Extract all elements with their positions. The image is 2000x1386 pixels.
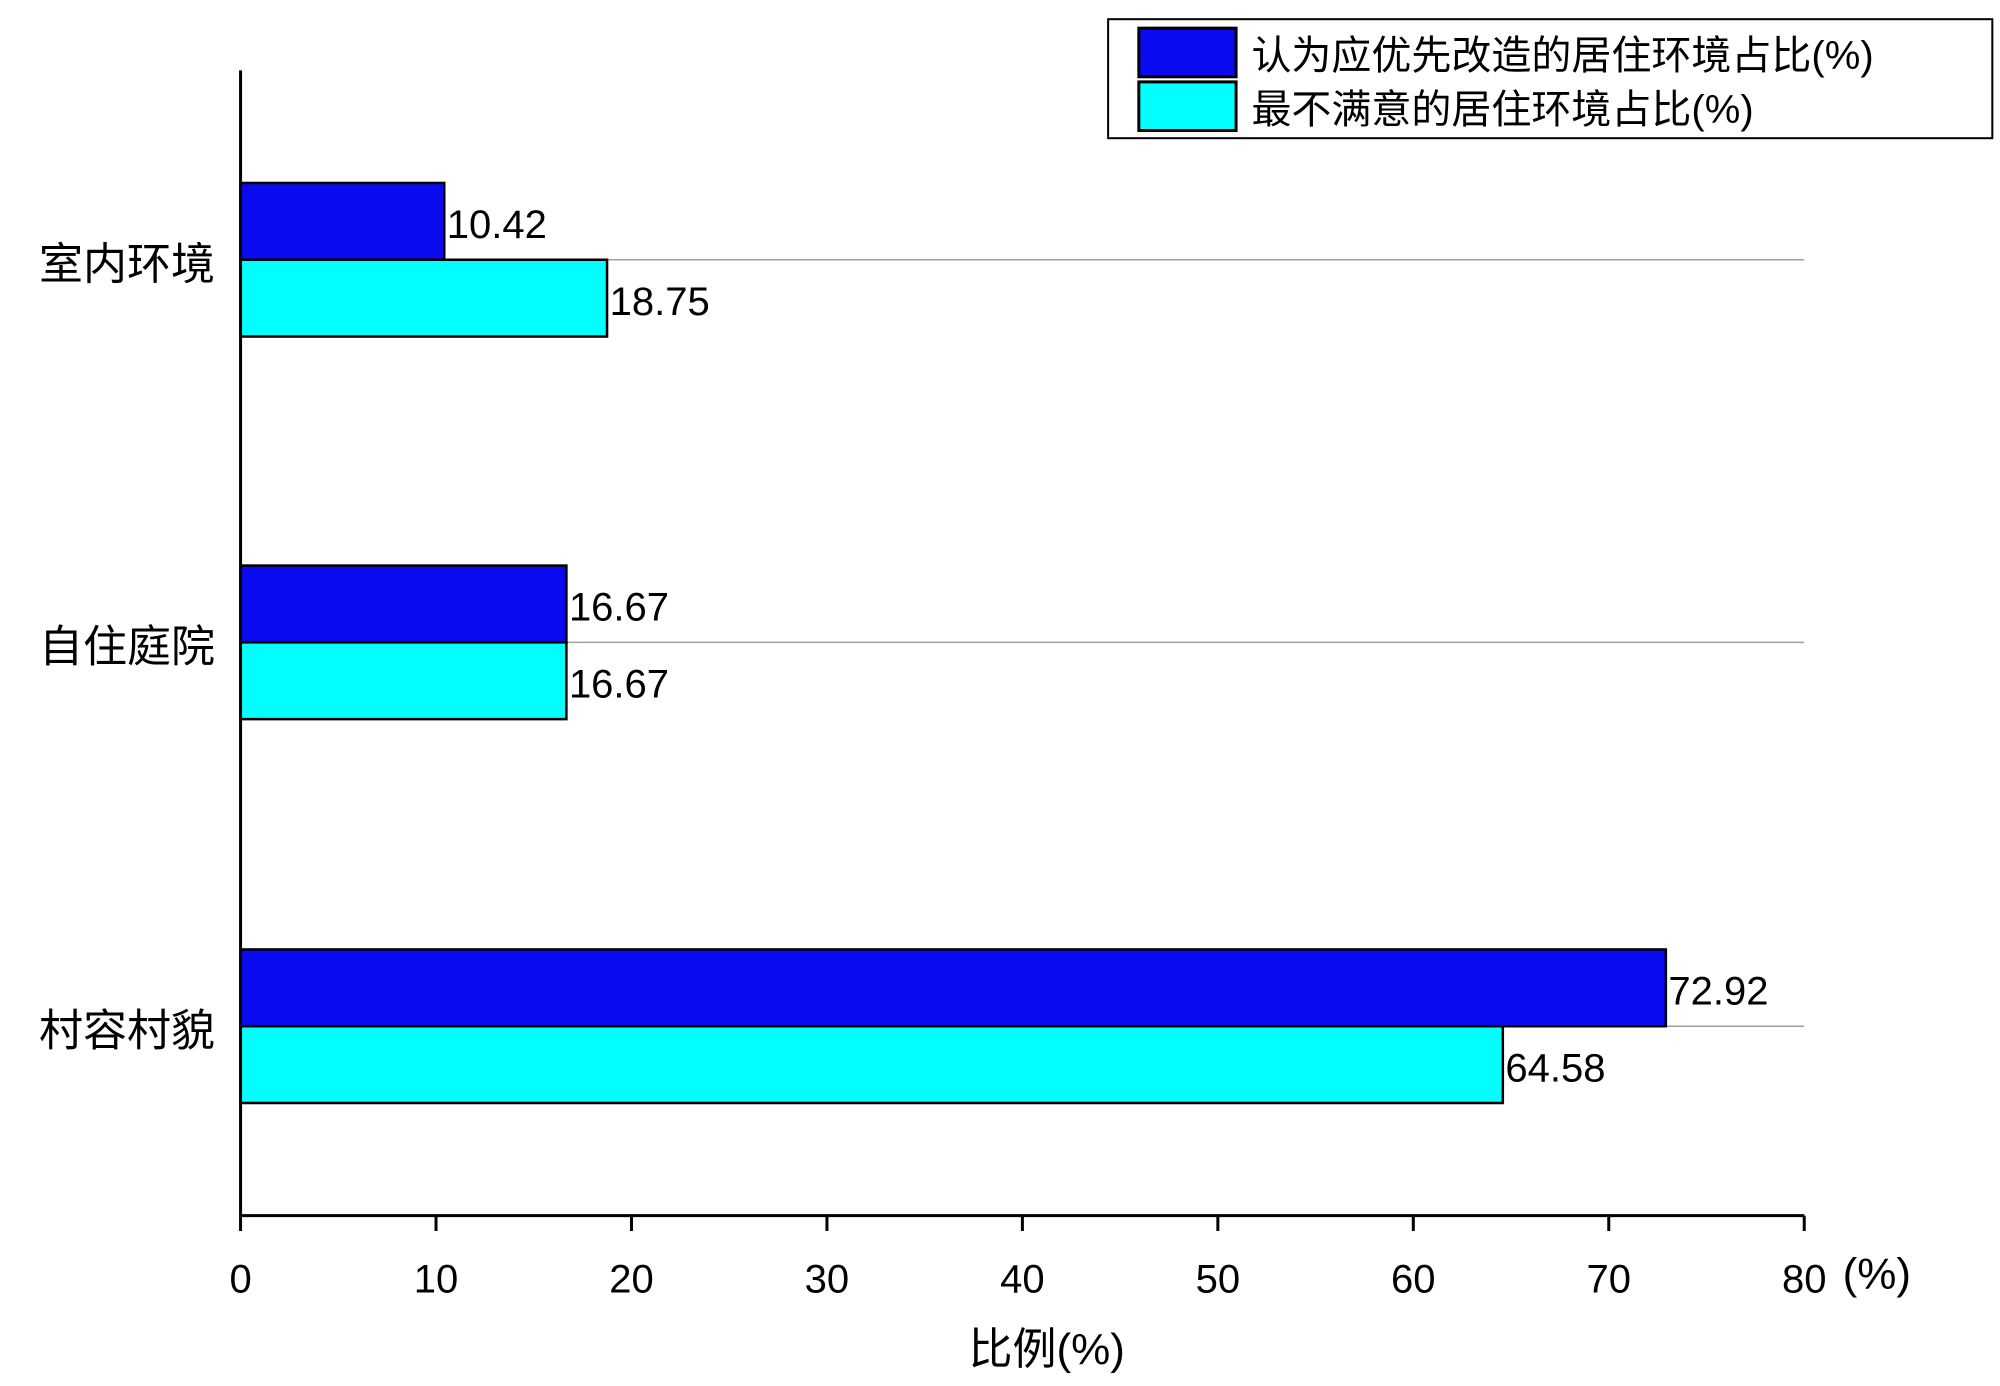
x-tick-label-7: 70: [1587, 1257, 1632, 1301]
x-axis-ticks: 0 10 20 30 40 50 60 70 80: [229, 1215, 1827, 1301]
x-axis-title: 比例(%): [968, 1325, 1124, 1374]
data-label-s0-c2: 72.92: [1668, 969, 1768, 1013]
bar-s1-c1: [239, 641, 568, 721]
data-label-s0-c0: 10.42: [447, 203, 547, 247]
category-label-2: 村容村貌: [39, 1006, 215, 1055]
bars: [239, 181, 1668, 1105]
x-tick-label-2: 20: [609, 1257, 654, 1301]
x-tick-label-8: 80: [1782, 1257, 1827, 1301]
legend: 认为应优先改造的居住环境占比(%) 最不满意的居住环境占比(%): [1107, 18, 1994, 140]
x-tick-label-6: 60: [1391, 1257, 1436, 1301]
category-label-0: 室内环境: [39, 240, 215, 289]
x-axis-unit: (%): [1843, 1250, 1911, 1299]
legend-box: [1107, 18, 1994, 140]
legend-label-dissatisfied: 最不满意的居住环境占比(%): [1251, 88, 1753, 132]
data-label-s1-c0: 18.75: [610, 280, 710, 324]
bar-s1-c2: [239, 1024, 1505, 1105]
bar-s0-c1: [239, 564, 568, 644]
bar-s0-c0: [239, 181, 446, 262]
x-tick-label-3: 30: [805, 1257, 850, 1301]
x-tick-label-5: 50: [1196, 1257, 1241, 1301]
data-labels: 10.42 18.75 16.67 16.67 72.92 64.58: [447, 203, 1769, 1090]
bar-s0-c2: [239, 948, 1668, 1028]
data-label-s1-c1: 16.67: [569, 662, 669, 706]
legend-swatch-dissatisfied: [1137, 80, 1238, 133]
data-label-s1-c2: 64.58: [1505, 1046, 1605, 1090]
legend-label-priority: 认为应优先改造的居住环境占比(%): [1251, 34, 1873, 78]
legend-swatch-priority: [1137, 26, 1238, 79]
bar-s1-c0: [239, 258, 609, 338]
x-tick-label-4: 40: [1000, 1257, 1045, 1301]
x-tick-label-1: 10: [414, 1257, 459, 1301]
category-label-1: 自住庭院: [39, 623, 215, 672]
x-tick-label-0: 0: [229, 1257, 251, 1301]
data-label-s0-c1: 16.67: [569, 586, 669, 630]
